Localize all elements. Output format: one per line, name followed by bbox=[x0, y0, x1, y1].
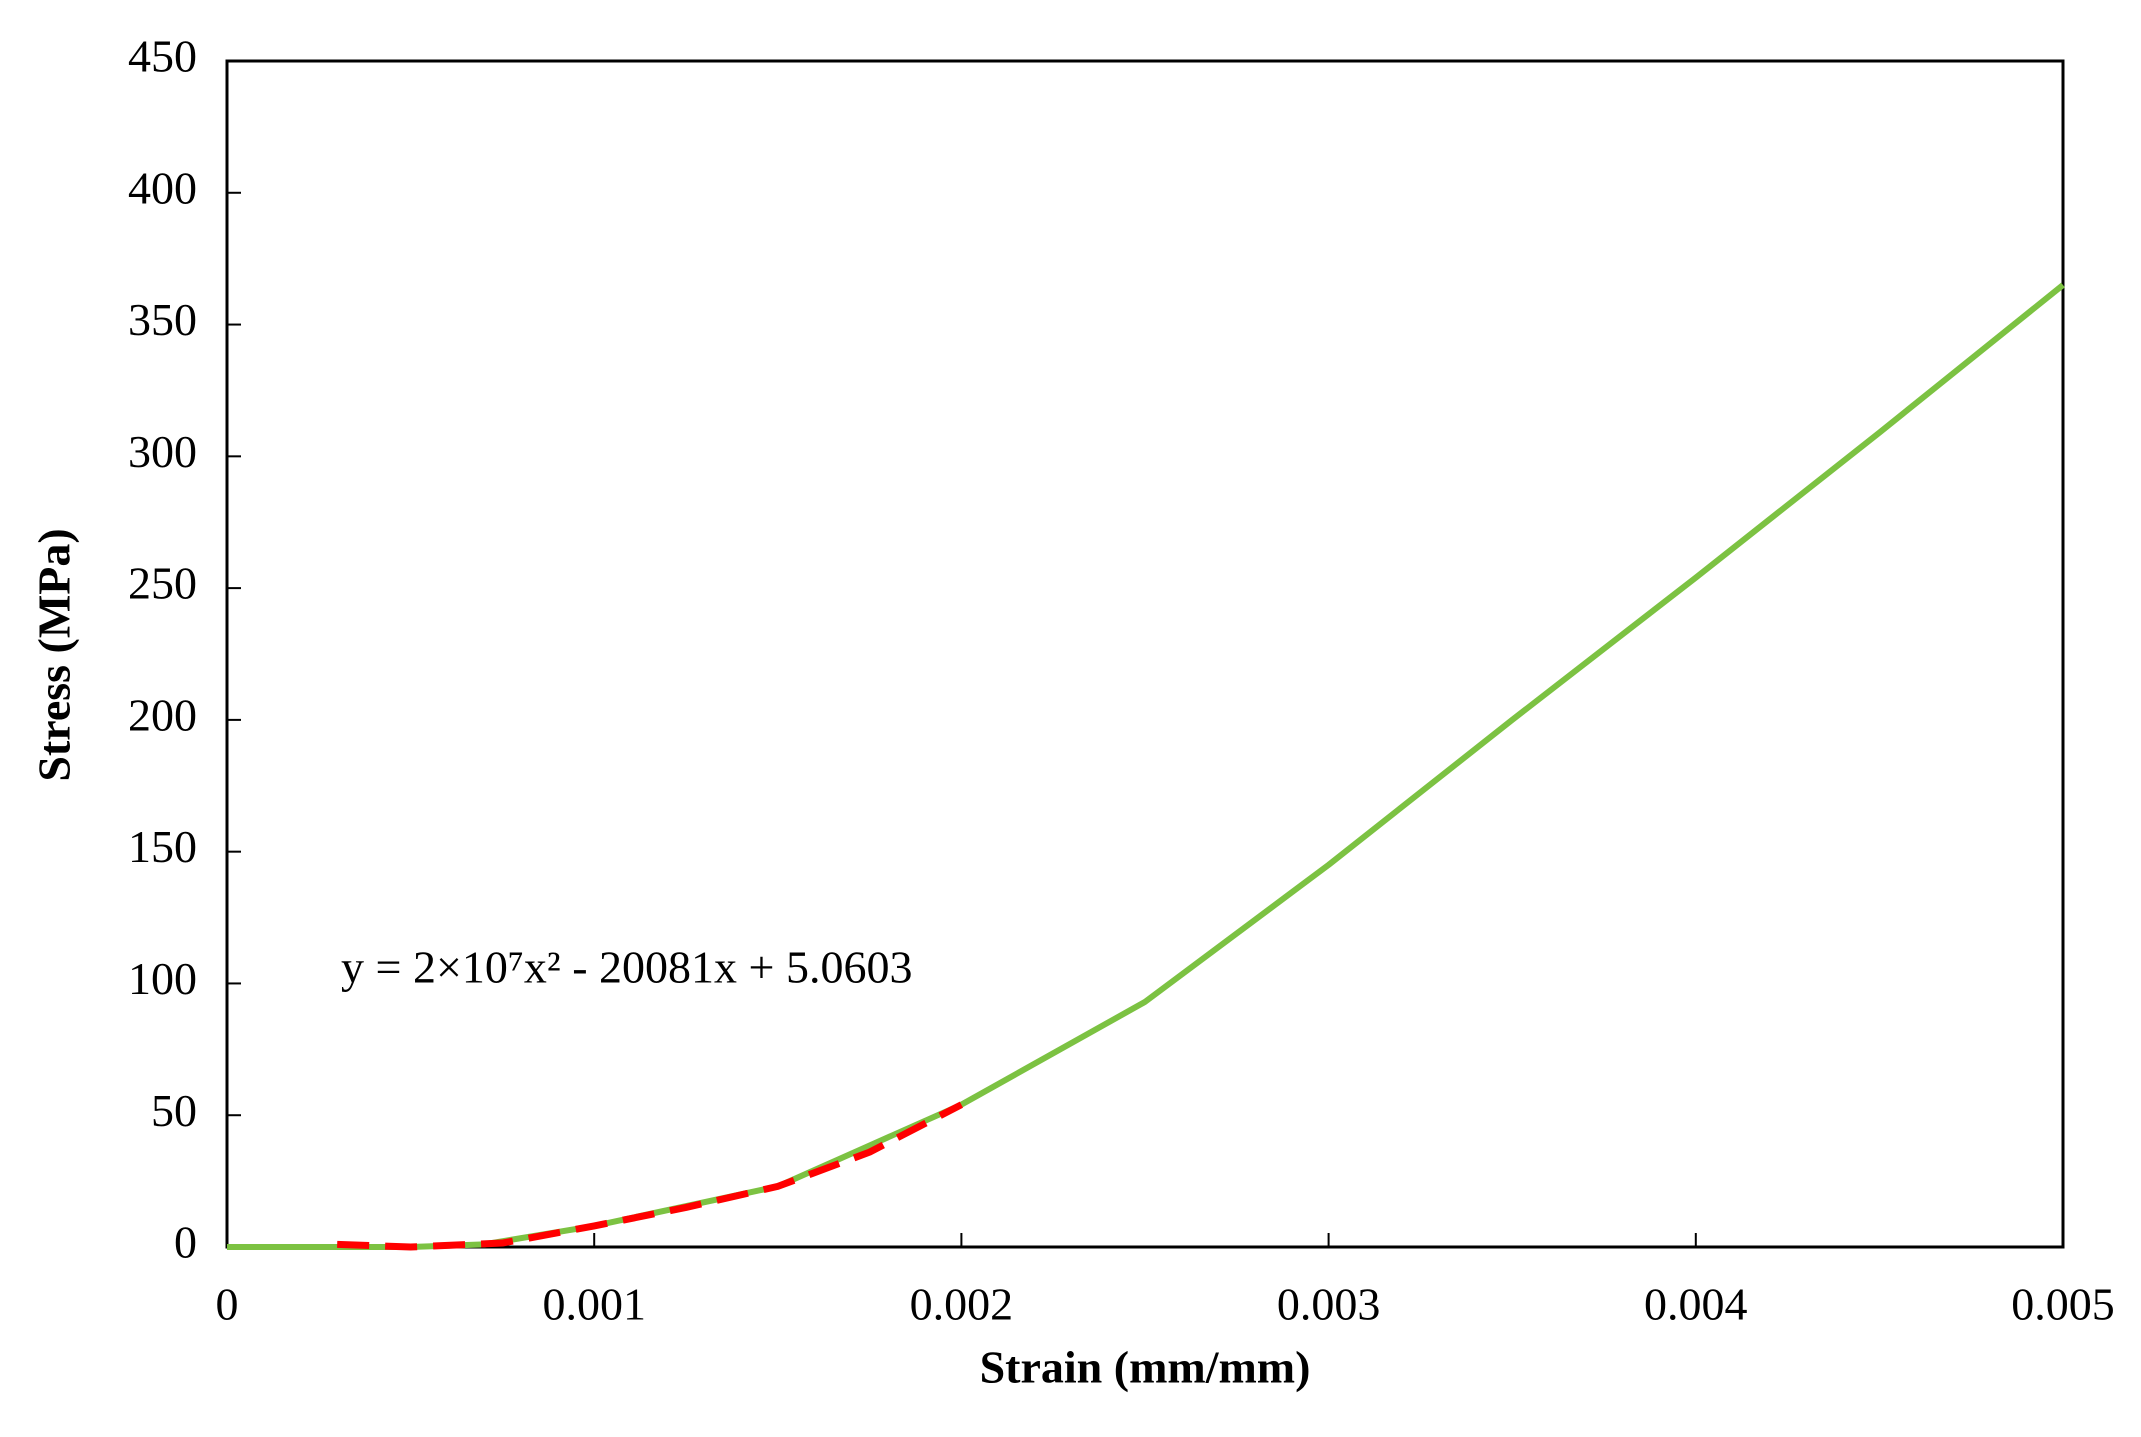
y-axis-title: Stress (MPa) bbox=[29, 528, 80, 781]
x-tick-label: 0.004 bbox=[1644, 1279, 1748, 1330]
equation-annotation: y = 2×10⁷x² - 20081x + 5.0603 bbox=[341, 942, 912, 993]
x-tick-label: 0.001 bbox=[542, 1279, 646, 1330]
y-tick-label: 100 bbox=[128, 953, 197, 1004]
y-tick-label: 200 bbox=[128, 689, 197, 740]
x-tick-label: 0.003 bbox=[1277, 1279, 1381, 1330]
y-tick-label: 400 bbox=[128, 162, 197, 213]
x-axis-title: Strain (mm/mm) bbox=[980, 1342, 1311, 1393]
plot-frame bbox=[225, 59, 2065, 1249]
x-tick-label: 0 bbox=[216, 1279, 239, 1330]
y-tick-label: 450 bbox=[128, 31, 197, 82]
series-line bbox=[227, 282, 2065, 1250]
y-tick-label: 150 bbox=[128, 821, 197, 872]
x-tick-label: 0.002 bbox=[910, 1279, 1014, 1330]
y-tick-label: 250 bbox=[128, 558, 197, 609]
y-tick-label: 50 bbox=[151, 1085, 197, 1136]
y-tick-label: 300 bbox=[128, 426, 197, 477]
y-tick-label: 350 bbox=[128, 294, 197, 345]
x-tick-label: 0.005 bbox=[2011, 1279, 2115, 1330]
y-tick-label: 0 bbox=[174, 1217, 197, 1268]
series-line bbox=[337, 1101, 964, 1251]
